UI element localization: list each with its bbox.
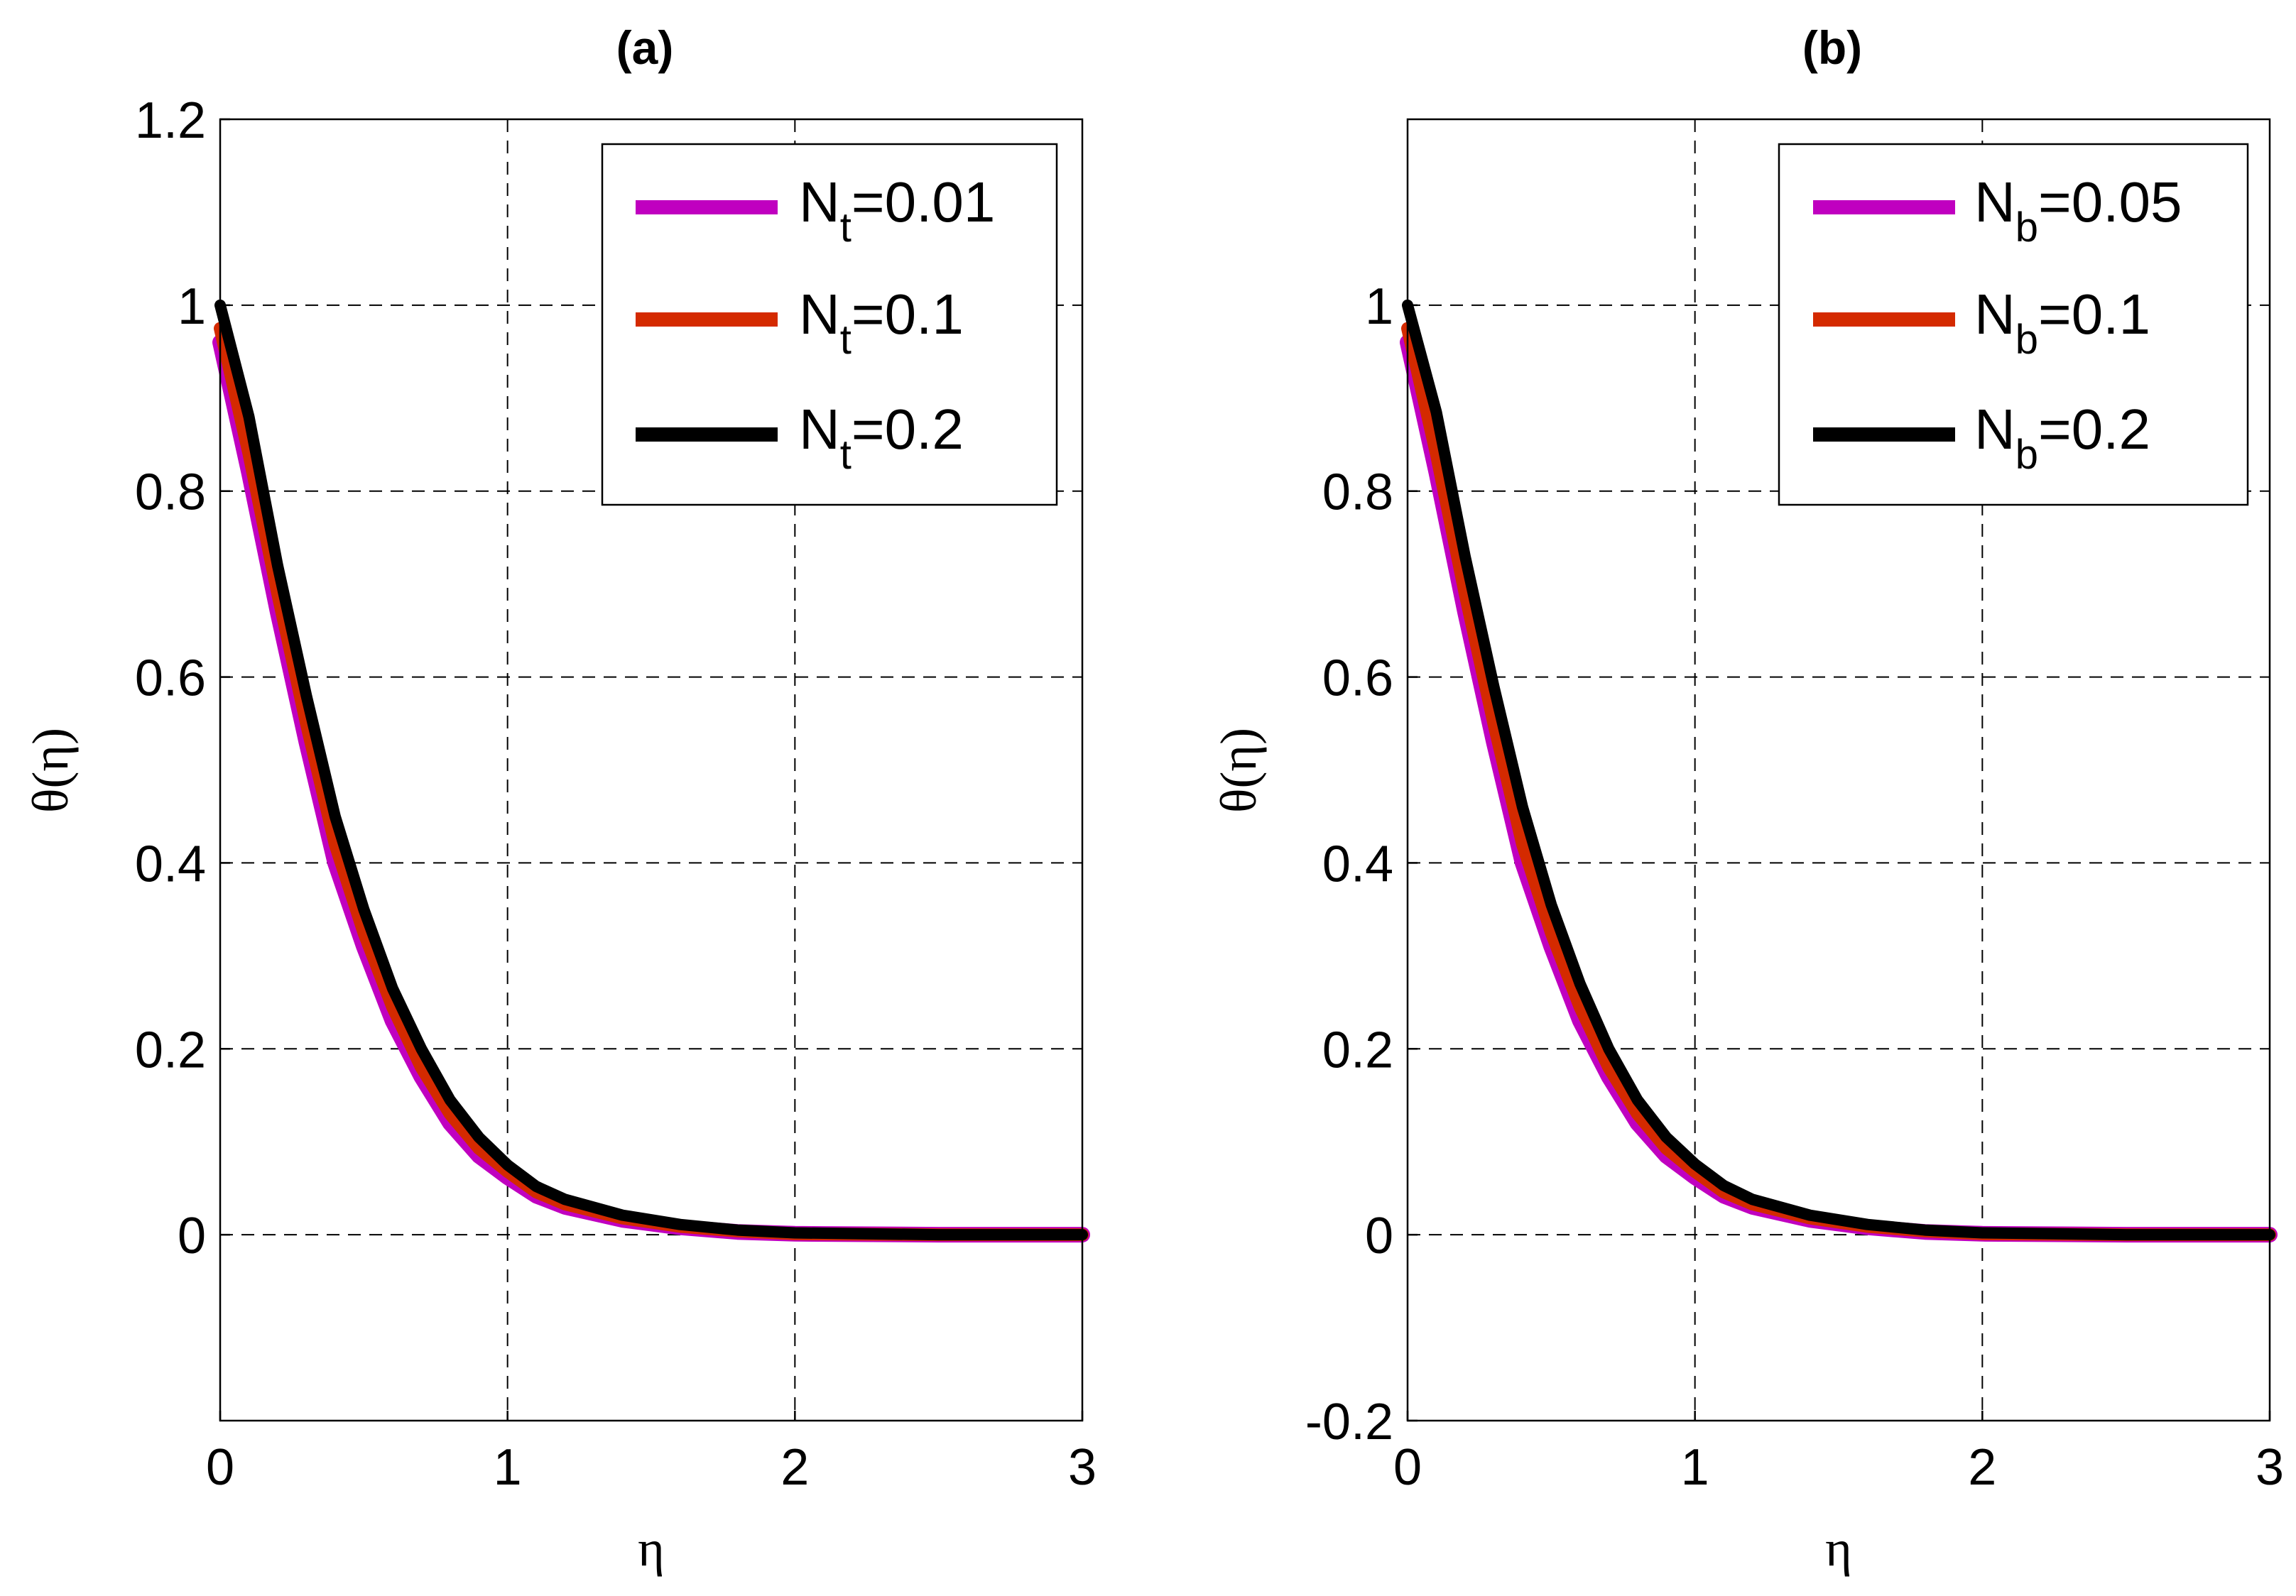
panel-a: (a) 0 1 2 300.20.40.60.811.2 η θ(η) Nt=0.01… [22, 21, 1097, 1577]
legend-value-nb-005: =0.05 [2038, 170, 2182, 234]
legend-value-nt-001: =0.01 [852, 170, 995, 234]
legend-main-nb-02: N [1974, 398, 2015, 461]
panel-a-ytick-1: 1 [178, 278, 206, 335]
panel-a-ytick-0-4: 0.4 [135, 836, 206, 892]
panel-b-ytick-0-4: 0.4 [1322, 836, 1393, 892]
legend-value-nt-01: =0.1 [852, 283, 964, 346]
legend-label-nt-001: Nt=0.01 [799, 170, 995, 251]
panel-a-xtick-2: 2 [780, 1439, 809, 1496]
panel-b-xtick-2: 2 [1968, 1439, 1996, 1496]
panel-b-series [1400, 299, 2278, 1243]
legend-sub-nb-02: b [2015, 432, 2038, 478]
panel-a-series [212, 299, 1090, 1243]
legend-main-nb-01: N [1974, 283, 2015, 346]
panel-a-ylabel: θ(η) [22, 728, 79, 813]
panel-a-ticks: 0 1 2 3 0 0.2 0.4 0.6 0.8 1 1.2 [135, 92, 1097, 1496]
panel-b-ticks: 0 1 2 3-0.200.20.40.60.81 [1305, 278, 2284, 1496]
panel-a-xtick-1: 1 [494, 1439, 522, 1496]
panel-a-axes-box [219, 118, 1084, 1422]
panel-b-xtick-1: 1 [1681, 1439, 1709, 1496]
panel-a-title: (a) [616, 21, 674, 74]
legend-sub-nt-001: t [840, 204, 852, 251]
panel-b-axes-box [1406, 118, 2271, 1422]
panel-a-ytick-0-6: 0.6 [135, 650, 206, 707]
panel-b-ytick-0: 0 [1365, 1208, 1393, 1264]
panel-b-xtick-3: 3 [2256, 1439, 2284, 1496]
panel-b-ytick-1: 1 [1365, 278, 1393, 335]
panel-a-xlabel: η [638, 1520, 665, 1577]
legend-sub-nb-01: b [2015, 317, 2038, 363]
legend-label-nb-01: Nb=0.1 [1974, 283, 2150, 363]
legend-label-nt-01: Nt=0.1 [799, 283, 964, 363]
panel-b-ytick-0-6: 0.6 [1322, 650, 1393, 707]
panel-a-series-n-t-0-2 [214, 299, 1088, 1241]
panel-a-ytick-1-2: 1.2 [135, 92, 206, 149]
panel-b-ytick-0-8: 0.8 [1322, 464, 1393, 521]
panel-a-ytick-0: 0 [178, 1208, 206, 1264]
legend-label-nb-02: Nb=0.2 [1974, 398, 2150, 478]
panel-b-legend: Nb=0.05 Nb=0.1 Nb=0.2 [1778, 143, 2249, 506]
panel-a-xtick-3: 3 [1068, 1439, 1097, 1496]
legend-main-nt-01: N [799, 283, 840, 346]
panel-b-title: (b) [1802, 21, 1862, 74]
legend-label-nt-02: Nt=0.2 [799, 398, 964, 478]
panel-a-ytick-0-2: 0.2 [135, 1022, 206, 1078]
panel-b: (b) 0 1 2 3-0.200.20.40.60.81 η θ(η) Nb=0.0… [1210, 21, 2284, 1577]
panel-b-xlabel: η [1825, 1520, 1852, 1577]
panel-a-legend: Nt=0.01 Nt=0.1 Nt=0.2 [601, 143, 1058, 506]
legend-value-nt-02: =0.2 [852, 398, 964, 461]
legend-value-nb-02: =0.2 [2038, 398, 2150, 461]
panel-a-xtick-0: 0 [206, 1439, 234, 1496]
legend-main-nb-005: N [1974, 170, 2015, 234]
legend-value-nb-01: =0.1 [2038, 283, 2150, 346]
panel-b-ytick-0-2: -0.2 [1305, 1394, 1393, 1450]
legend-sub-nb-005: b [2015, 204, 2038, 251]
panel-a-ytick-0-8: 0.8 [135, 464, 206, 521]
panel-b-ytick-0-2: 0.2 [1322, 1022, 1393, 1078]
legend-label-nb-005: Nb=0.05 [1974, 170, 2182, 251]
panel-b-xtick-0: 0 [1393, 1439, 1422, 1496]
panel-b-series-n-b-0-2 [1402, 299, 2275, 1241]
panel-b-ylabel: θ(η) [1210, 728, 1267, 813]
legend-main-nt-02: N [799, 398, 840, 461]
legend-main-nt-001: N [799, 170, 840, 234]
legend-sub-nt-01: t [840, 317, 852, 363]
legend-sub-nt-02: t [840, 432, 852, 478]
